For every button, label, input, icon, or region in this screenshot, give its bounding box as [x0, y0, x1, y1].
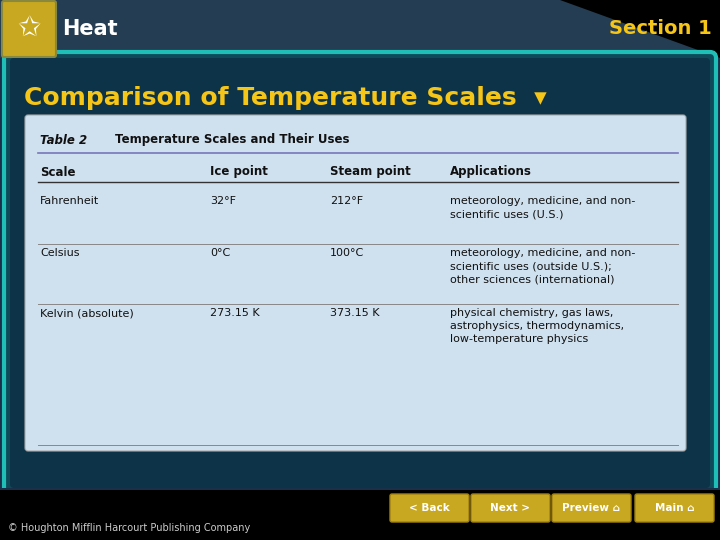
- Text: Applications: Applications: [450, 165, 532, 179]
- FancyBboxPatch shape: [2, 1, 56, 57]
- Text: 32°F: 32°F: [210, 196, 236, 206]
- Text: < Back: < Back: [409, 503, 450, 513]
- Text: Next >: Next >: [490, 503, 531, 513]
- FancyBboxPatch shape: [0, 490, 720, 540]
- Polygon shape: [560, 0, 720, 58]
- FancyBboxPatch shape: [10, 58, 710, 488]
- Text: 0°C: 0°C: [210, 248, 230, 258]
- Text: Heat: Heat: [62, 19, 117, 39]
- Text: Temperature Scales and Their Uses: Temperature Scales and Their Uses: [115, 133, 349, 146]
- Text: Main ⌂: Main ⌂: [654, 503, 694, 513]
- Text: © Houghton Mifflin Harcourt Publishing Company: © Houghton Mifflin Harcourt Publishing C…: [8, 523, 251, 533]
- Text: 100°C: 100°C: [330, 248, 364, 258]
- Text: meteorology, medicine, and non-
scientific uses (outside U.S.);
other sciences (: meteorology, medicine, and non- scientif…: [450, 248, 635, 285]
- FancyBboxPatch shape: [0, 488, 720, 490]
- Text: Comparison of Temperature Scales  ▾: Comparison of Temperature Scales ▾: [24, 86, 546, 110]
- Text: Kelvin (absolute): Kelvin (absolute): [40, 308, 134, 318]
- Text: ✩: ✩: [17, 15, 40, 43]
- FancyBboxPatch shape: [390, 494, 469, 522]
- Text: Scale: Scale: [40, 165, 76, 179]
- FancyBboxPatch shape: [25, 115, 686, 451]
- Text: Preview ⌂: Preview ⌂: [562, 503, 621, 513]
- Text: meteorology, medicine, and non-
scientific uses (U.S.): meteorology, medicine, and non- scientif…: [450, 196, 635, 219]
- Text: Steam point: Steam point: [330, 165, 410, 179]
- Text: Table 2: Table 2: [40, 133, 87, 146]
- FancyBboxPatch shape: [4, 52, 716, 494]
- Text: 373.15 K: 373.15 K: [330, 308, 379, 318]
- Text: Ice point: Ice point: [210, 165, 268, 179]
- Text: Section 1: Section 1: [609, 19, 712, 38]
- FancyBboxPatch shape: [635, 494, 714, 522]
- Text: Celsius: Celsius: [40, 248, 79, 258]
- Text: 212°F: 212°F: [330, 196, 363, 206]
- Text: 273.15 K: 273.15 K: [210, 308, 260, 318]
- FancyBboxPatch shape: [552, 494, 631, 522]
- Text: Fahrenheit: Fahrenheit: [40, 196, 99, 206]
- FancyBboxPatch shape: [0, 0, 720, 58]
- Text: physical chemistry, gas laws,
astrophysics, thermodynamics,
low-temperature phys: physical chemistry, gas laws, astrophysi…: [450, 308, 624, 345]
- FancyBboxPatch shape: [471, 494, 550, 522]
